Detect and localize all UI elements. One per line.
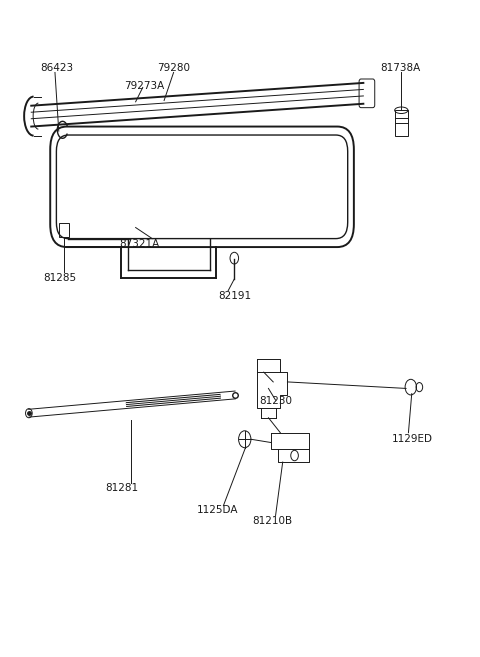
Text: 81210B: 81210B: [252, 516, 292, 526]
Text: 79273A: 79273A: [124, 81, 164, 91]
Text: 81738A: 81738A: [380, 63, 420, 73]
Text: 87321A: 87321A: [119, 238, 159, 249]
Text: 82191: 82191: [219, 291, 252, 301]
Text: 79280: 79280: [157, 63, 190, 73]
Text: 1125DA: 1125DA: [197, 505, 239, 514]
Text: 1129ED: 1129ED: [392, 434, 433, 444]
Text: 81285: 81285: [43, 273, 76, 283]
Text: 86423: 86423: [41, 63, 74, 73]
Text: 81281: 81281: [105, 483, 138, 493]
Text: 81230: 81230: [259, 396, 292, 407]
Bar: [395, 110, 408, 136]
Bar: [59, 223, 69, 237]
